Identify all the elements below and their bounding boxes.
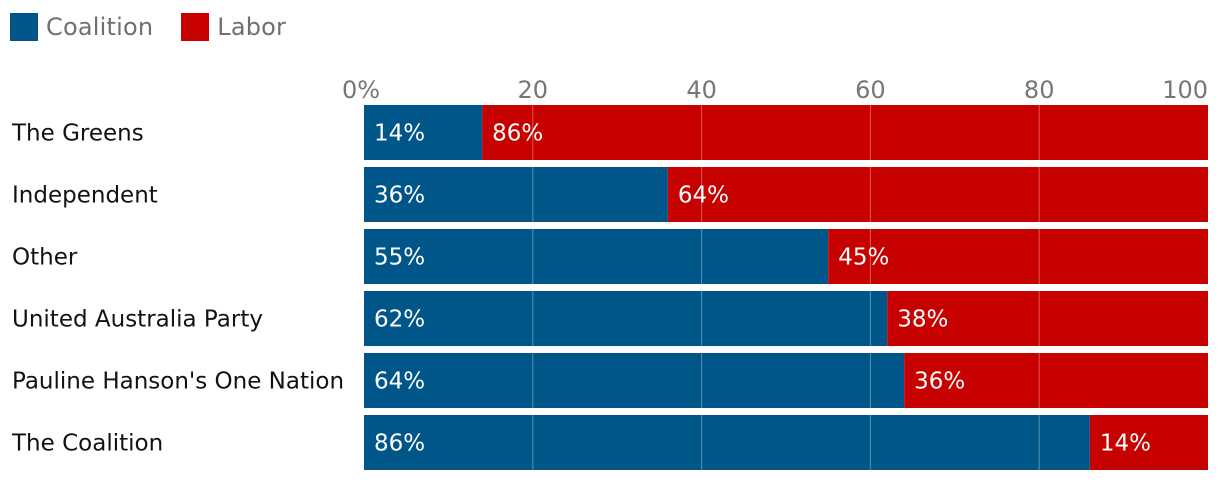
category-label: Pauline Hanson's One Nation — [12, 369, 344, 395]
x-tick-label: 60 — [855, 76, 886, 104]
bar-segment-coalition — [364, 167, 668, 222]
category-label: The Greens — [11, 121, 144, 147]
bar-segment-labor — [667, 167, 1208, 222]
x-tick-label: 80 — [1024, 76, 1055, 104]
data-label: 86% — [374, 431, 425, 457]
bar-segment-coalition — [364, 353, 905, 408]
x-tick-label: 40 — [686, 76, 717, 104]
legend-label-labor: Labor — [217, 13, 287, 41]
data-label: 86% — [492, 121, 543, 147]
data-label: 55% — [374, 245, 425, 271]
bar-segment-labor — [887, 291, 1208, 346]
data-label: 64% — [678, 183, 729, 209]
data-label: 36% — [374, 183, 425, 209]
data-label: 64% — [374, 369, 425, 395]
legend-label-coalition: Coalition — [46, 13, 154, 41]
bar-segment-coalition — [364, 415, 1090, 470]
legend-swatch-coalition — [10, 13, 38, 41]
x-tick-label: 0% — [342, 76, 380, 104]
data-label: 38% — [897, 307, 948, 333]
category-label: United Australia Party — [12, 307, 263, 333]
bar-segment-coalition — [364, 291, 888, 346]
bar-segment-labor — [828, 229, 1208, 284]
category-label: Independent — [12, 183, 158, 209]
category-label: Other — [12, 245, 78, 271]
data-label: 14% — [374, 121, 425, 147]
data-label: 36% — [914, 369, 965, 395]
legend-swatch-labor — [181, 13, 210, 41]
bar-segment-labor — [1089, 415, 1208, 470]
x-tick-label: 100 — [1162, 76, 1208, 104]
legend-item-coalition: Coalition — [10, 13, 153, 41]
data-label: 14% — [1100, 431, 1151, 457]
bar-segment-labor — [904, 353, 1208, 408]
data-label: 62% — [374, 307, 425, 333]
bar-segment-coalition — [364, 229, 829, 284]
bar-segment-coalition — [364, 105, 483, 160]
data-label: 45% — [838, 245, 889, 271]
chart-legend: Coalition Labor — [10, 10, 314, 44]
x-tick-label: 20 — [518, 76, 549, 104]
legend-item-labor: Labor — [181, 13, 286, 41]
bar-segment-labor — [482, 105, 1208, 160]
category-label: The Coalition — [11, 431, 163, 457]
